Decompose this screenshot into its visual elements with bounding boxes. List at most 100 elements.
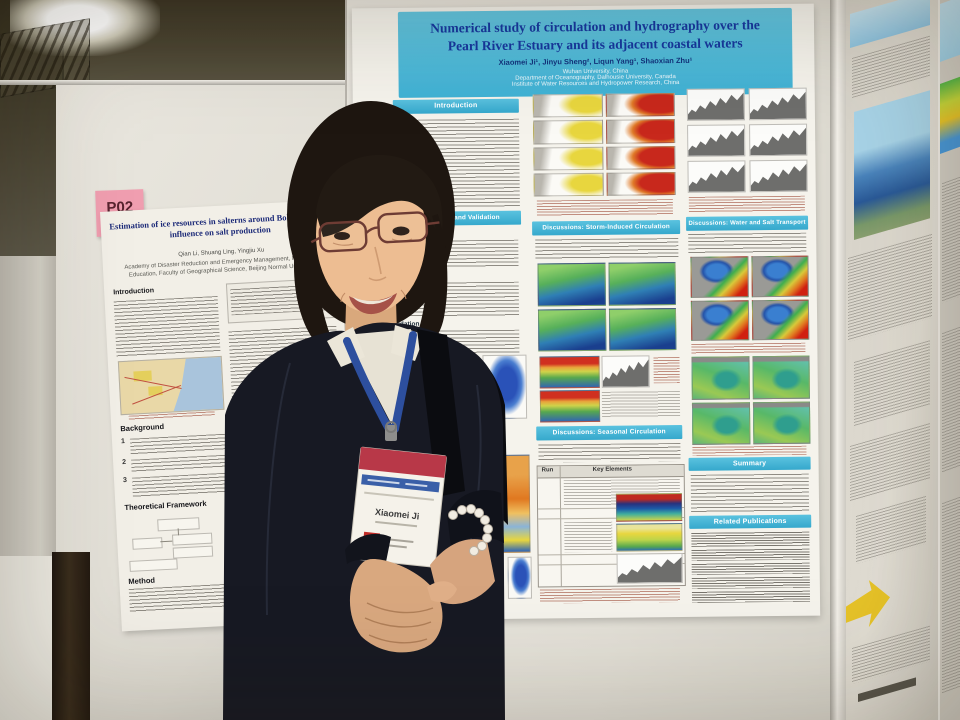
timeseries-plot (749, 159, 808, 193)
flow-box (132, 537, 163, 550)
poster-authors: Xiaomei Ji¹, Jinyu Sheng², Liqun Yang¹, … (498, 55, 693, 67)
badge-name: Xiaomei Ji (375, 507, 420, 522)
storm-map (537, 262, 606, 307)
table-divider (559, 466, 562, 587)
section-header-summary: Summary (688, 456, 811, 471)
background-item-1: 1 (120, 438, 126, 446)
partition-post (830, 0, 846, 720)
section-plot (533, 172, 604, 197)
panel-gap-dark (52, 552, 90, 720)
table-cell-text (564, 521, 613, 553)
section-header-seasonal: Discussions: Seasonal Circulation (536, 424, 683, 441)
poster-title-band: Numerical study of circulation and hydro… (397, 7, 793, 98)
run-table-header-run: Run (541, 467, 554, 474)
section-plot (532, 93, 603, 118)
reference-lines (691, 548, 810, 561)
glasses (310, 211, 440, 253)
poster-title-line1: Numerical study of circulation and hydro… (430, 17, 760, 36)
reference-lines (691, 590, 811, 603)
transport-map (750, 255, 809, 297)
right-poster-map (854, 90, 930, 240)
timeseries-plot (687, 124, 746, 157)
run-table-header-desc: Key Elements (592, 466, 633, 473)
left-eye (334, 232, 350, 240)
text-lines (690, 473, 810, 513)
mouth (340, 289, 407, 315)
right-poster-bar (858, 677, 916, 702)
timeseries-plot (687, 160, 746, 193)
section-plot (532, 120, 603, 145)
far-right-panel (938, 0, 960, 720)
salinity-map (691, 356, 750, 400)
storm-section-figure (539, 389, 601, 423)
pearl-bracelet (448, 504, 493, 556)
far-right-rainbow-image (940, 75, 960, 155)
section-plot (605, 119, 676, 144)
salinity-map (691, 401, 750, 445)
section-header-transport: Discussions: Water and Salt Transport (686, 215, 809, 231)
figure-caption (691, 342, 806, 354)
timeseries-grid (686, 87, 808, 193)
badge-red-band (358, 447, 447, 478)
far-right-text (942, 496, 960, 694)
left-bottom-panel (0, 556, 52, 720)
storm-map-grid (537, 262, 677, 352)
storm-map (607, 262, 676, 306)
flow-box (129, 558, 178, 572)
figure-caption (536, 199, 673, 217)
seasonal-section-figure (616, 553, 683, 584)
reference-lines (691, 576, 810, 589)
section-header-publications: Related Publications (689, 514, 812, 529)
figure-caption (539, 588, 681, 604)
right-poster-text (850, 423, 930, 502)
text-lines (535, 238, 679, 260)
hands (349, 539, 495, 653)
sleeve-cuff-left (345, 533, 391, 567)
section-plot (605, 145, 676, 170)
storm-map (537, 308, 606, 352)
text-lines (688, 232, 807, 254)
left-section-background: Background (120, 421, 165, 434)
background-item-2: 2 (121, 458, 127, 467)
section-plot (605, 93, 675, 118)
timeseries-plot (749, 123, 808, 157)
backpack-strap (417, 329, 465, 497)
reference-lines (691, 562, 810, 575)
flow-line (160, 540, 173, 543)
hair-bangs (316, 154, 443, 239)
attendee: Xiaomei Ji (223, 101, 508, 720)
reference-lines (691, 531, 810, 547)
right-poster-text (852, 625, 930, 684)
lanyard-ring (385, 421, 397, 433)
far-right-text (942, 326, 960, 474)
storm-map (608, 307, 677, 351)
figure-caption (653, 357, 680, 384)
text-lines (538, 443, 681, 463)
section-header-storm: Discussions: Storm-Induced Circulation (532, 220, 681, 236)
right-poster-text (856, 495, 926, 564)
transport-map (690, 299, 749, 341)
far-right-sky-image (940, 0, 960, 63)
section-plot (606, 171, 676, 196)
nose (368, 246, 387, 282)
seasonal-section-figure (616, 523, 683, 552)
figure-caption (692, 445, 807, 456)
section-plot-grid (532, 93, 676, 197)
right-poster-text (852, 35, 930, 98)
right-poster-text (854, 340, 930, 426)
transport-map-grid (690, 255, 810, 341)
transport-map (690, 256, 749, 298)
seasonal-section-figure (615, 493, 683, 522)
hair-strand-left (301, 214, 315, 316)
timeseries-plot (686, 88, 746, 121)
transport-map (751, 299, 810, 341)
lanyard (343, 331, 417, 433)
left-partition-return (0, 256, 58, 556)
background-item-3: 3 (122, 476, 128, 485)
storm-section-figure (539, 355, 600, 389)
left-section-introduction: Introduction (113, 287, 155, 297)
text-lines (601, 391, 681, 418)
badge-blue-stripe (361, 474, 440, 493)
figure-caption (688, 195, 805, 213)
